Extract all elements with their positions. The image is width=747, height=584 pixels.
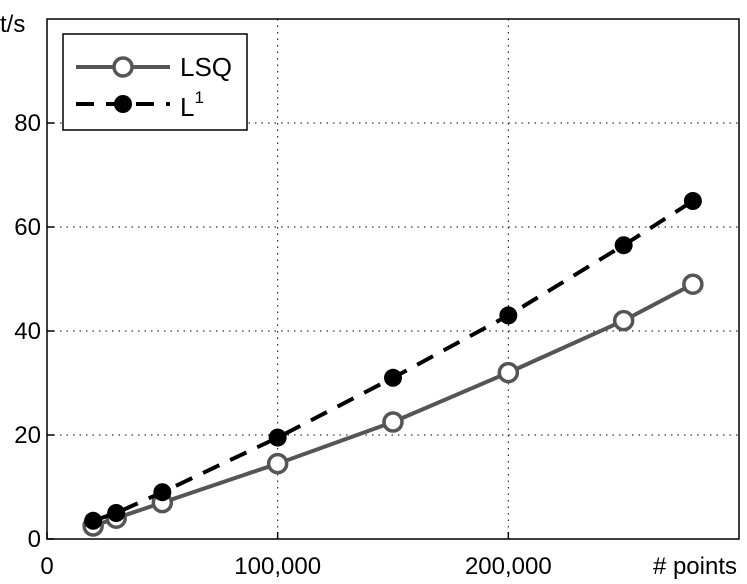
legend-box: [62, 33, 248, 131]
data-point: [683, 192, 702, 210]
data-series: [82, 192, 704, 537]
data-point: [497, 361, 520, 384]
data-point: [266, 452, 289, 475]
legend-label-l1-base: L: [180, 92, 194, 122]
data-point: [614, 236, 633, 255]
axis-ticks: 0 100,000 200,000 0 20 40 60 80: [14, 110, 551, 580]
series-0: [82, 273, 704, 537]
y-tick-label: 0: [28, 526, 41, 553]
data-point: [499, 306, 518, 325]
y-tick-label: 60: [14, 214, 41, 241]
x-tick-label: 0: [40, 553, 53, 580]
x-tick-label: 100,000: [234, 553, 321, 580]
legend-label-l1: L1: [180, 88, 204, 122]
y-tick-label: 40: [14, 318, 41, 345]
data-point: [84, 511, 103, 530]
data-point: [612, 309, 635, 332]
data-point: [268, 428, 287, 447]
series-line: [92, 282, 694, 528]
x-tick-label: 200,000: [465, 553, 552, 580]
data-point: [153, 483, 172, 502]
legend-label-lsq: LSQ: [180, 52, 232, 82]
plot-frame: [46, 18, 740, 540]
data-point: [382, 411, 404, 433]
y-axis-label: t/s: [0, 11, 25, 38]
x-axis-label: # points: [653, 553, 737, 580]
legend-marker-l1: [114, 95, 132, 113]
legend-label-l1-superscript: 1: [194, 88, 203, 107]
legend-marker-lsq: [112, 56, 134, 78]
series-line: [92, 199, 694, 523]
grid-lines: [47, 19, 739, 539]
data-point: [107, 504, 126, 522]
data-point: [384, 368, 402, 387]
legend: LSQ L1: [62, 33, 248, 131]
data-point: [682, 273, 704, 295]
y-tick-label: 80: [14, 110, 41, 137]
series-1: [84, 192, 702, 530]
y-tick-label: 20: [14, 422, 41, 449]
